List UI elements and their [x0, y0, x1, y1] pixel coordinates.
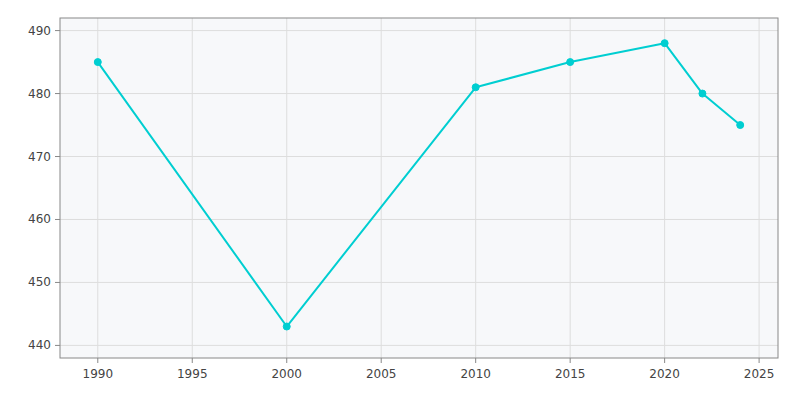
x-grid-line: [192, 18, 193, 358]
x-tick-label: 1995: [177, 367, 208, 381]
point: [661, 40, 668, 47]
x-tick-label: 2020: [649, 367, 680, 381]
y-tick-label: 490: [28, 24, 51, 38]
x-tick-label: 2025: [744, 367, 775, 381]
x-tick: [381, 358, 382, 363]
point: [737, 122, 744, 129]
point: [472, 84, 479, 91]
y-tick-label: 440: [28, 338, 51, 352]
y-grid-line: [60, 282, 778, 283]
chart-container: 1990 1995 2000 2005 2010 2015 2020 2025 440 450 46…: [0, 0, 800, 400]
y-grid-line: [60, 219, 778, 220]
x-tick: [97, 358, 98, 363]
y-tick-label: 450: [28, 275, 51, 289]
x-tick-label: 2015: [555, 367, 586, 381]
axes: 1990 1995 2000 2005 2010 2015 2020 2025 440 450 46…: [28, 18, 778, 381]
point: [94, 59, 101, 66]
x-tick-label: 2005: [366, 367, 397, 381]
y-tick: [55, 219, 60, 220]
x-grid-line: [97, 18, 98, 358]
y-tick: [55, 93, 60, 94]
grid: [60, 18, 778, 358]
x-tick-label: 1990: [83, 367, 114, 381]
y-tick-label: 480: [28, 87, 51, 101]
chart-svg: 1990 1995 2000 2005 2010 2015 2020 2025 440 450 46…: [0, 0, 800, 400]
y-tick: [55, 30, 60, 31]
x-tick: [475, 358, 476, 363]
y-tick-label: 460: [28, 212, 51, 226]
y-grid-line: [60, 93, 778, 94]
x-tick: [570, 358, 571, 363]
y-grid-line: [60, 345, 778, 346]
x-grid-line: [381, 18, 382, 358]
x-tick: [286, 358, 287, 363]
x-tick-label: 2010: [460, 367, 491, 381]
x-grid-line: [286, 18, 287, 358]
x-grid-line: [759, 18, 760, 358]
point: [699, 90, 706, 97]
x-tick: [759, 358, 760, 363]
y-tick: [55, 282, 60, 283]
x-grid-line: [570, 18, 571, 358]
plot-frame: [60, 18, 778, 358]
x-tick: [664, 358, 665, 363]
y-tick-label: 470: [28, 150, 51, 164]
point: [283, 323, 290, 330]
data-group: [94, 40, 743, 330]
point: [567, 59, 574, 66]
x-grid-line: [475, 18, 476, 358]
x-tick-label: 2000: [271, 367, 302, 381]
line: [98, 43, 740, 326]
x-tick: [192, 358, 193, 363]
plot-background: [60, 18, 778, 358]
y-tick: [55, 156, 60, 157]
y-tick: [55, 345, 60, 346]
y-grid-line: [60, 30, 778, 31]
y-grid-line: [60, 156, 778, 157]
x-grid-line: [664, 18, 665, 358]
